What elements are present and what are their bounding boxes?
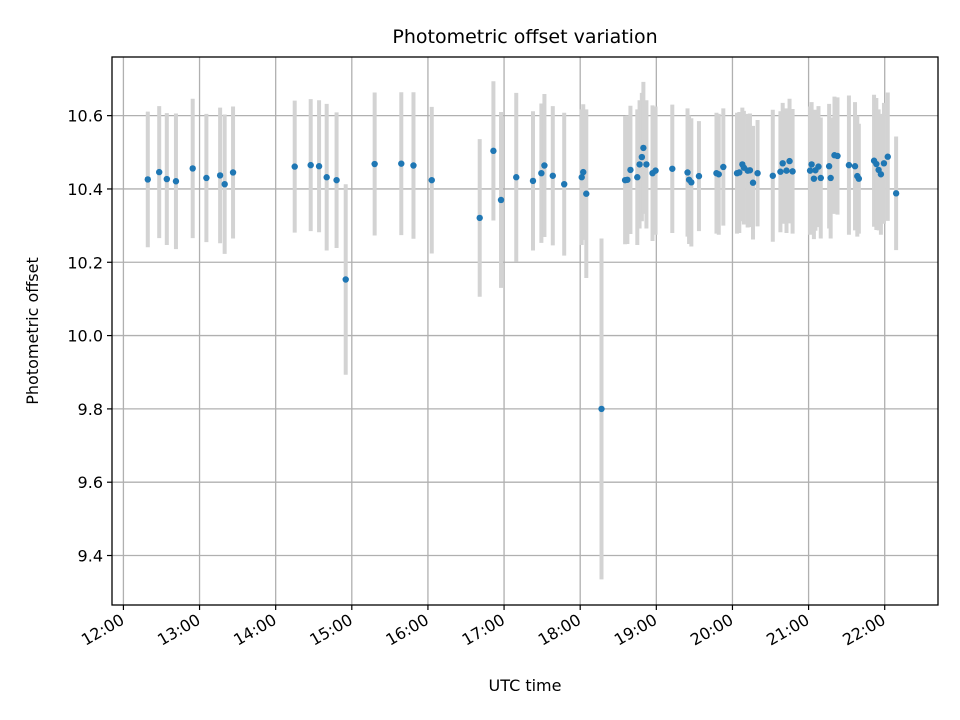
- data-point: [783, 167, 790, 174]
- data-point: [221, 180, 228, 188]
- chart-title: Photometric offset variation: [392, 26, 657, 48]
- data-point: [428, 176, 435, 184]
- data-point: [476, 214, 483, 222]
- data-point: [789, 168, 796, 175]
- data-point: [583, 190, 590, 197]
- data-point: [825, 163, 833, 170]
- data-point: [636, 161, 643, 168]
- data-point: [817, 174, 824, 182]
- data-point: [634, 174, 641, 181]
- data-point: [638, 153, 646, 161]
- data-point: [684, 169, 691, 176]
- data-point: [754, 169, 761, 177]
- data-point: [877, 171, 885, 178]
- data-point: [892, 190, 900, 197]
- y-tick-label: 9.4: [78, 547, 103, 566]
- data-point: [598, 405, 605, 413]
- data-point: [315, 163, 323, 170]
- y-tick-label: 9.6: [78, 473, 103, 492]
- data-point: [410, 162, 417, 169]
- data-point: [541, 162, 548, 169]
- data-point: [203, 174, 210, 182]
- data-point: [688, 179, 695, 186]
- y-axis-label: Photometric offset: [23, 257, 42, 405]
- data-point: [549, 172, 556, 179]
- data-point: [216, 172, 224, 179]
- data-point: [695, 172, 703, 180]
- data-point: [779, 160, 786, 167]
- data-point: [580, 168, 587, 176]
- data-point: [749, 179, 757, 186]
- data-point: [163, 175, 171, 183]
- x-axis-label: UTC time: [489, 676, 562, 695]
- data-point: [307, 161, 314, 169]
- data-point: [845, 161, 853, 169]
- data-point: [156, 168, 163, 176]
- data-point: [873, 160, 880, 168]
- y-tick-label: 10.2: [67, 253, 103, 272]
- plot-frame: [111, 56, 939, 606]
- data-point: [769, 172, 776, 179]
- data-point: [669, 165, 676, 172]
- y-tick-label: 10.0: [67, 327, 103, 346]
- data-point: [291, 163, 298, 170]
- data-point: [342, 276, 349, 283]
- data-point: [806, 167, 814, 174]
- data-point: [627, 166, 634, 174]
- y-tick-label: 10.6: [67, 107, 103, 126]
- data-point: [715, 171, 722, 178]
- data-point: [736, 169, 743, 176]
- data-point: [786, 157, 793, 165]
- data-point: [561, 180, 568, 188]
- data-point: [855, 175, 863, 182]
- data-point: [652, 167, 659, 174]
- data-point: [884, 153, 891, 160]
- data-point: [529, 177, 537, 185]
- data-point: [643, 161, 650, 168]
- data-point: [144, 176, 151, 183]
- data-point: [815, 163, 822, 170]
- y-tick-label: 9.8: [78, 400, 103, 419]
- data-point: [880, 160, 888, 167]
- y-axis-ticks: 9.4 9.6 9.8 10.0 10.2 10.4 10.6: [67, 107, 112, 566]
- data-point: [229, 169, 237, 176]
- data-point: [810, 175, 818, 182]
- data-point: [323, 174, 330, 181]
- data-point: [398, 160, 405, 167]
- data-point: [827, 174, 834, 182]
- data-point: [777, 168, 784, 175]
- data-point: [538, 169, 545, 177]
- data-point: [851, 163, 859, 170]
- data-point: [578, 174, 585, 181]
- data-point: [189, 165, 196, 172]
- data-point: [624, 176, 631, 183]
- data-point: [834, 152, 841, 160]
- data-points: [144, 144, 900, 413]
- y-tick-label: 10.4: [67, 180, 103, 199]
- data-point: [490, 147, 497, 155]
- data-point: [720, 163, 727, 171]
- data-point: [808, 161, 815, 168]
- data-point: [513, 174, 520, 181]
- data-point: [172, 178, 180, 185]
- data-point: [746, 167, 754, 174]
- data-point: [371, 160, 378, 168]
- data-point: [333, 176, 340, 184]
- data-point: [640, 144, 647, 152]
- data-point: [497, 196, 505, 204]
